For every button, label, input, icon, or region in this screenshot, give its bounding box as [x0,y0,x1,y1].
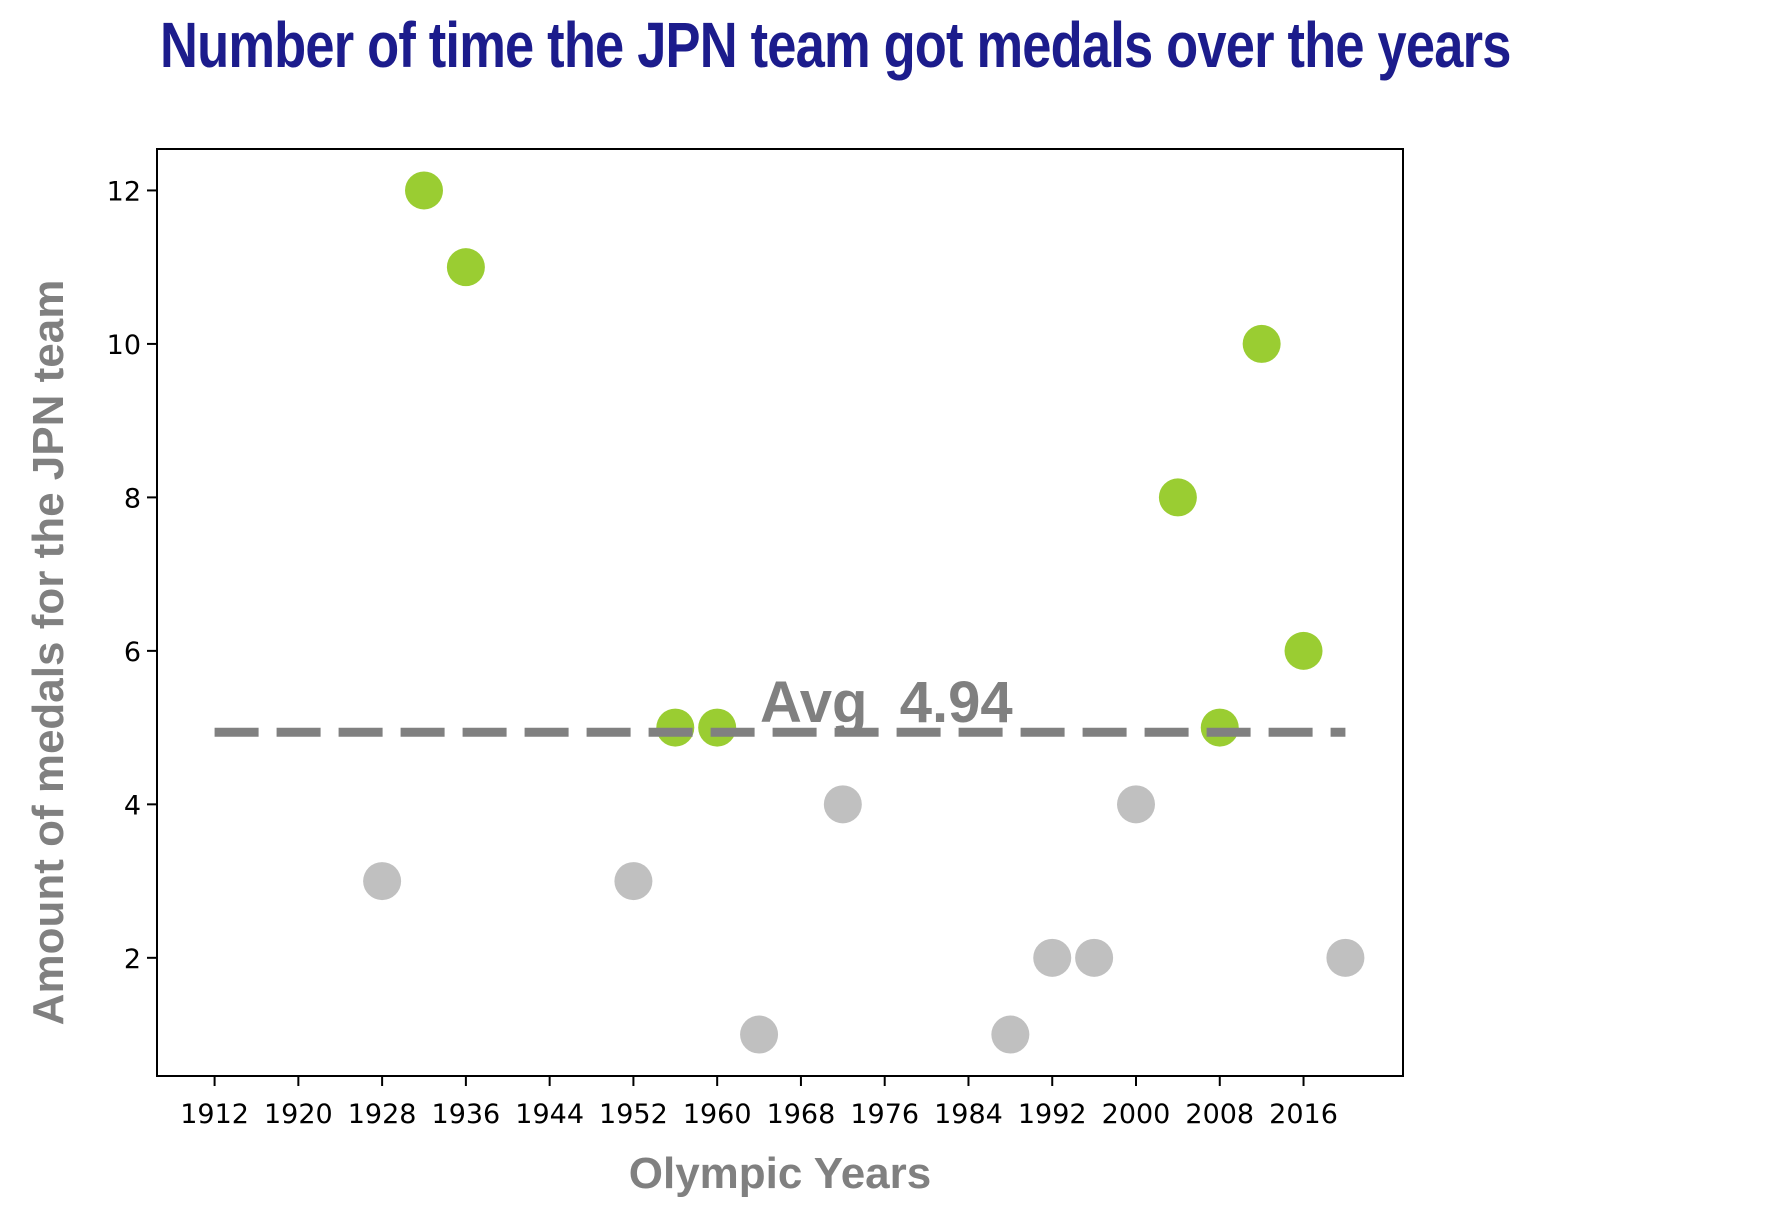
x-tick-label: 1984 [934,1099,1003,1130]
y-axis-title: Amount of medals for the JPN team [24,280,73,1026]
data-point-1992 [1033,938,1072,977]
data-point-2004 [1158,478,1197,517]
data-point-1936 [446,248,485,287]
data-point-1960 [698,708,737,747]
data-point-1988 [991,1015,1030,1054]
x-tick-label: 1944 [515,1099,584,1130]
x-tick-label: 1912 [180,1099,249,1130]
data-point-1996 [1075,938,1114,977]
data-point-2000 [1117,785,1155,824]
x-tick-label: 1928 [348,1099,417,1130]
data-point-2012 [1242,324,1281,363]
data-point-2020 [1326,938,1365,977]
y-tick-label: 10 [107,330,141,361]
y-tick-label: 2 [124,944,141,975]
data-point-1956 [656,708,695,747]
x-tick-label: 1936 [432,1099,501,1130]
plot-frame [156,148,1404,1077]
points-layer [363,171,1365,1054]
x-axis-ticks: 1912 1920 1928 1936 1944 1952 1960 1968 1976 1984… [180,1076,1338,1130]
data-point-2008 [1200,708,1239,747]
x-tick-label: 1952 [599,1099,668,1130]
y-tick-label: 12 [107,176,141,207]
data-point-1964 [740,1015,779,1054]
y-axis-ticks: 2 4 6 8 10 12 [107,176,157,975]
x-axis-title: Olympic Years [629,1149,932,1198]
x-tick-label: 1992 [1018,1099,1087,1130]
data-point-2016 [1284,631,1323,670]
x-tick-label: 2000 [1102,1099,1171,1130]
y-tick-label: 8 [124,483,141,514]
x-tick-label: 1968 [767,1099,836,1130]
x-tick-label: 2008 [1185,1099,1254,1130]
x-tick-label: 2016 [1269,1099,1338,1130]
average-label: Avg 4.94 [760,670,1013,735]
data-point-1952 [614,862,653,901]
x-tick-label: 1976 [850,1099,919,1130]
x-tick-label: 1920 [264,1099,333,1130]
data-point-1928 [363,862,402,901]
y-tick-label: 6 [124,637,141,668]
chart-title: Number of time the JPN team got medals o… [160,9,1511,81]
y-tick-label: 4 [124,790,141,821]
x-tick-label: 1960 [683,1099,752,1130]
data-point-1932 [405,171,443,210]
average-layer: Avg 4.94 [214,670,1346,737]
data-point-1972 [823,785,862,824]
